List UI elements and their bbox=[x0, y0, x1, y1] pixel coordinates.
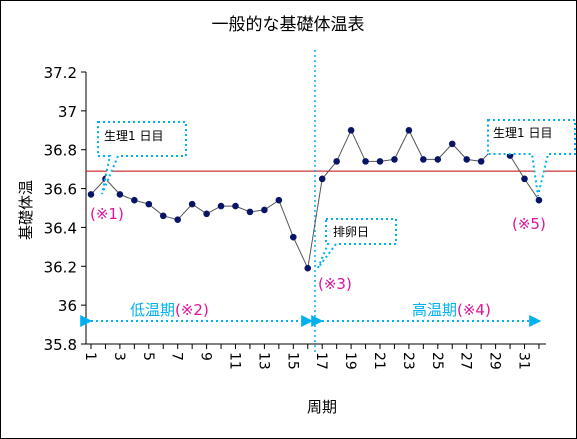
x-tick-label: 27 bbox=[458, 352, 474, 370]
temperature-point bbox=[448, 140, 456, 148]
temperature-point bbox=[333, 158, 340, 165]
x-tick-label: 11 bbox=[227, 352, 243, 370]
temperature-point bbox=[290, 233, 297, 241]
temperature-points bbox=[87, 126, 543, 272]
temperature-point bbox=[188, 200, 196, 208]
temperature-point bbox=[318, 175, 326, 183]
x-tick-label: 7 bbox=[169, 352, 185, 361]
y-tick-label: 36.8 bbox=[44, 142, 77, 160]
temperature-point bbox=[246, 208, 254, 216]
temperature-point bbox=[347, 126, 355, 134]
x-axis-title: 周期 bbox=[307, 398, 337, 416]
temperature-point bbox=[376, 158, 384, 165]
x-tick-label: 31 bbox=[516, 352, 532, 370]
temperature-point bbox=[463, 156, 471, 163]
temperature-point bbox=[174, 216, 181, 223]
temperature-point bbox=[362, 158, 369, 165]
chart-title: 一般的な基礎体温表 bbox=[212, 15, 365, 35]
menses-callout-1 bbox=[97, 121, 187, 195]
temperature-point bbox=[521, 175, 528, 183]
temperature-point bbox=[203, 210, 210, 218]
note-5-label: (※5) bbox=[512, 215, 546, 233]
temperature-point bbox=[131, 196, 138, 204]
temperature-point bbox=[420, 156, 427, 163]
temperature-point bbox=[535, 196, 543, 204]
y-tick-label: 36.6 bbox=[44, 181, 77, 199]
x-tick-label: 1 bbox=[82, 352, 98, 361]
high-phase-label: 高温期 bbox=[412, 301, 457, 319]
y-tick-label: 37.2 bbox=[44, 64, 77, 82]
y-tick-label: 36 bbox=[58, 297, 77, 315]
x-tick-label: 25 bbox=[429, 352, 445, 370]
temperature-point bbox=[145, 200, 153, 208]
ovulation-callout-text: 排卵日 bbox=[333, 225, 369, 239]
x-tick-label: 29 bbox=[487, 352, 503, 370]
temperature-point bbox=[405, 126, 413, 134]
low-phase-label: 低温期 bbox=[130, 301, 175, 319]
x-axis-ticks: 1 3 5 7 9 11 13 15 17 19 21 23 25 27 29 31 bbox=[82, 344, 540, 370]
temperature-point bbox=[159, 212, 167, 220]
high-phase-note: (※4) bbox=[457, 301, 491, 319]
menses-callout-1-text: 生理1 日目 bbox=[104, 129, 163, 143]
temperature-point bbox=[477, 158, 485, 165]
temperature-point bbox=[261, 206, 268, 214]
temperature-point bbox=[304, 264, 312, 272]
low-phase-note: (※2) bbox=[175, 301, 209, 319]
x-tick-label: 19 bbox=[342, 352, 358, 370]
y-tick-label: 35.8 bbox=[44, 336, 77, 354]
x-tick-label: 5 bbox=[140, 352, 156, 361]
x-tick-label: 21 bbox=[371, 352, 387, 370]
temperature-point bbox=[87, 191, 95, 198]
x-tick-label: 23 bbox=[400, 352, 416, 370]
y-axis-title: 基礎体温 bbox=[17, 180, 35, 240]
note-3-label: (※3) bbox=[318, 275, 352, 293]
temperature-point bbox=[232, 202, 239, 210]
x-tick-label: 17 bbox=[313, 352, 329, 370]
temperature-point bbox=[116, 191, 124, 198]
x-tick-label: 15 bbox=[284, 352, 300, 370]
ovulation-callout bbox=[317, 218, 397, 269]
y-axis-ticks: 37.2 37 36.8 36.6 36.4 36.2 36 35.8 bbox=[44, 64, 86, 354]
y-tick-label: 37 bbox=[58, 103, 77, 121]
y-tick-label: 36.2 bbox=[44, 258, 77, 276]
temperature-point bbox=[275, 196, 283, 204]
temperature-point bbox=[391, 156, 398, 163]
temperature-point bbox=[434, 156, 442, 163]
note-1-label: (※1) bbox=[90, 205, 124, 223]
menses-callout-2-text: 生理1 日目 bbox=[493, 126, 552, 140]
x-tick-label: 9 bbox=[198, 352, 214, 361]
y-tick-label: 36.4 bbox=[44, 219, 77, 237]
temperature-point bbox=[217, 202, 225, 210]
x-tick-label: 13 bbox=[255, 352, 271, 370]
menses-callout-2 bbox=[487, 119, 576, 197]
x-tick-label: 3 bbox=[111, 352, 127, 361]
